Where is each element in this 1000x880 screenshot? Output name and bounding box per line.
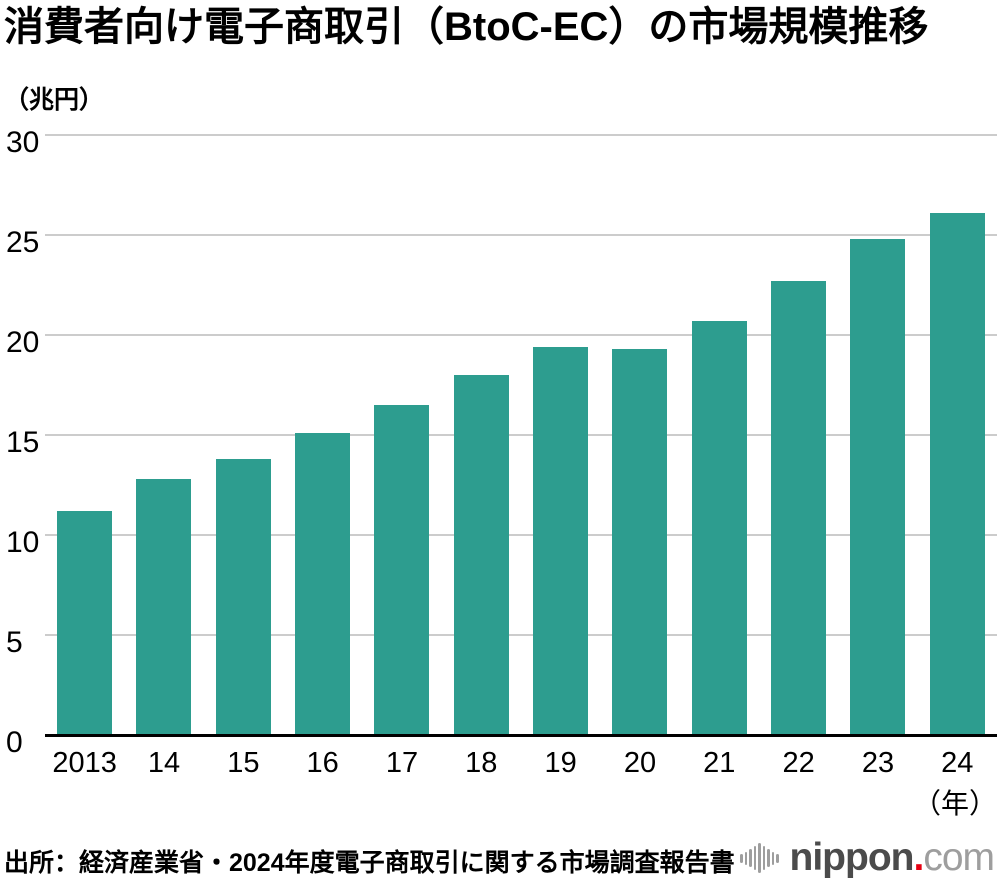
soundwave-bar (767, 849, 770, 867)
y-tick-label-25: 25 (6, 226, 40, 259)
chart-plot-area (45, 134, 997, 735)
x-tick-label-2013: 2013 (52, 747, 117, 779)
bar-slot-19 (521, 135, 600, 735)
soundwave-bar (744, 851, 748, 865)
y-tick-label-30: 30 (6, 126, 40, 159)
x-axis-unit-label: （年） (912, 788, 997, 819)
soundwave-bar (762, 846, 766, 870)
bar-slot-24 (918, 135, 997, 735)
gridline-25 (45, 234, 997, 236)
y-tick-label-5: 5 (6, 626, 23, 659)
x-tick-label-15: 15 (227, 747, 260, 779)
bar-22 (771, 281, 827, 735)
soundwave-bar (758, 843, 761, 873)
gridline-30 (45, 134, 997, 136)
bar-21 (691, 321, 747, 735)
bar-slot-21 (680, 135, 759, 735)
bar-slot-18 (442, 135, 521, 735)
bar-slot-15 (204, 135, 283, 735)
logo-name-text: nippon (789, 836, 915, 879)
bar-19 (533, 347, 589, 735)
bar-16 (295, 433, 351, 735)
bar-slot-23 (838, 135, 917, 735)
x-tick-label-22: 22 (782, 747, 815, 779)
soundwave-icon (740, 843, 781, 873)
soundwave-bar (753, 846, 757, 870)
bar-17 (374, 405, 430, 735)
y-tick-label-20: 20 (6, 326, 40, 359)
soundwave-bar (749, 849, 752, 867)
bar-slot-20 (600, 135, 679, 735)
x-axis-tick-labels: 2013 14 15 16 17 18 19 20 21 22 23 24 (45, 747, 997, 779)
gridline-20 (45, 334, 997, 336)
soundwave-bar (771, 851, 775, 865)
source-note: 出所：経済産業省・2024年度電子商取引に関する市場調査報告書 (4, 849, 735, 877)
bar-slot-17 (362, 135, 441, 735)
x-tick-label-19: 19 (544, 747, 577, 779)
y-axis-unit-label: （兆円） (4, 86, 105, 114)
nippon-com-logo: nippon . com (740, 836, 995, 880)
bar-slot-22 (759, 135, 838, 735)
bar-series (45, 135, 997, 735)
bar-15 (215, 459, 271, 735)
x-tick-label-16: 16 (306, 747, 339, 779)
soundwave-bar (776, 853, 779, 863)
soundwave-bar (740, 853, 743, 863)
x-tick-label-18: 18 (465, 747, 498, 779)
x-axis-line (45, 734, 997, 737)
x-tick-label-14: 14 (147, 747, 181, 779)
y-tick-label-15: 15 (6, 426, 40, 459)
bar-2013 (57, 511, 113, 735)
y-tick-label-0: 0 (6, 726, 23, 759)
bar-slot-2013 (45, 135, 124, 735)
x-tick-label-23: 23 (861, 747, 895, 779)
bar-slot-14 (124, 135, 203, 735)
x-tick-label-21: 21 (703, 747, 736, 779)
logo-red-dot: . (913, 836, 924, 879)
gridline-10 (45, 534, 997, 536)
x-tick-label-24: 24 (941, 747, 974, 779)
page-title: 消費者向け電子商取引（BtoC-EC）の市場規模推移 (4, 5, 929, 49)
bar-slot-16 (283, 135, 362, 735)
bar-14 (136, 479, 192, 735)
x-tick-label-17: 17 (385, 747, 419, 779)
bar-24 (929, 213, 985, 735)
logo-tld-text: com (923, 836, 995, 879)
gridline-5 (45, 634, 997, 636)
x-tick-label-20: 20 (623, 747, 657, 779)
y-tick-label-10: 10 (6, 526, 40, 559)
bar-23 (850, 239, 906, 735)
bar-20 (612, 349, 668, 735)
gridline-15 (45, 434, 997, 436)
bar-18 (453, 375, 509, 735)
